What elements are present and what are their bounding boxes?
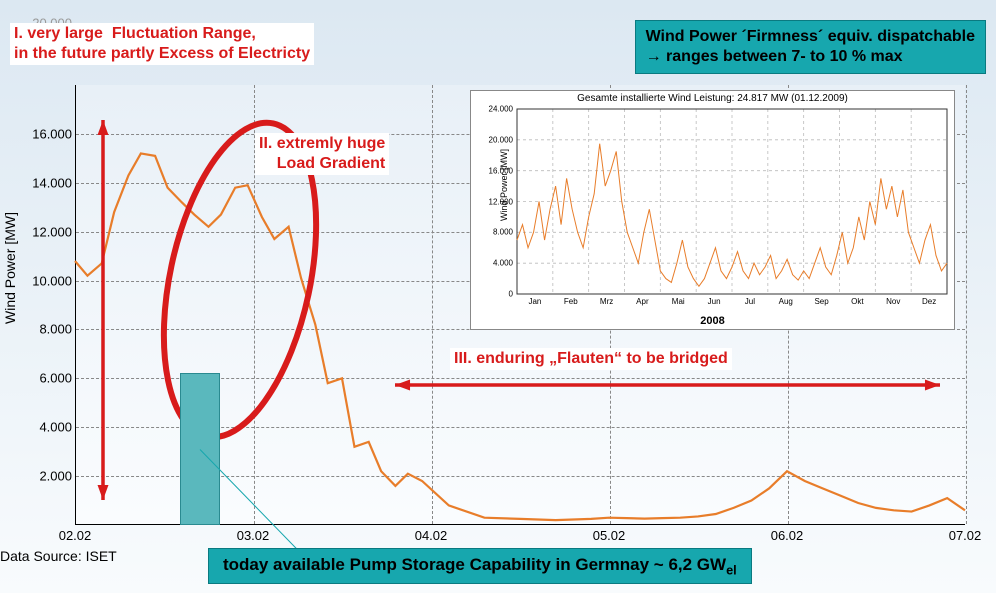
x-tick-label: 03.02 [237, 528, 270, 543]
firmness-banner: Wind Power ´Firmness´ equiv. dispatchabl… [635, 20, 986, 74]
inset-x-tick: Sep [814, 297, 828, 306]
inset-y-tick: 24.000 [481, 105, 513, 114]
inset-y-tick: 4.000 [481, 259, 513, 268]
y-tick-label: 16.000 [32, 126, 72, 141]
inset-chart-svg [471, 91, 956, 331]
y-tick-label: 10.000 [32, 273, 72, 288]
x-tick-label: 06.02 [771, 528, 804, 543]
inset-x-tick: Mai [672, 297, 685, 306]
inset-x-tick: Feb [564, 297, 578, 306]
annotation-3: III. enduring „Flauten“ to be bridged [450, 348, 732, 370]
inset-x-tick: Jul [745, 297, 755, 306]
x-tick-label: 05.02 [593, 528, 626, 543]
x-tick-label: 07.02 [949, 528, 982, 543]
inset-y-tick: 16.000 [481, 166, 513, 175]
inset-y-tick: 20.000 [481, 135, 513, 144]
y-tick-label: 12.000 [32, 224, 72, 239]
inset-chart: Gesamte installierte Wind Leistung: 24.8… [470, 90, 955, 330]
inset-x-tick: Jun [708, 297, 721, 306]
inset-y-tick: 12.000 [481, 197, 513, 206]
data-source-label: Data Source: ISET [0, 548, 117, 564]
y-tick-label: 4.000 [39, 420, 72, 435]
y-axis-label: Wind Power [MW] [2, 212, 18, 324]
y-tick-label: 14.000 [32, 175, 72, 190]
x-tick-label: 02.02 [59, 528, 92, 543]
inset-x-tick: Okt [851, 297, 863, 306]
inset-x-tick: Jan [528, 297, 541, 306]
inset-x-tick: Mrz [600, 297, 613, 306]
inset-y-tick: 0 [481, 290, 513, 299]
inset-x-tick: Dez [922, 297, 936, 306]
y-tick-label: 2.000 [39, 469, 72, 484]
inset-x-tick: Apr [636, 297, 648, 306]
inset-x-tick: Aug [779, 297, 793, 306]
inset-x-tick: Nov [886, 297, 900, 306]
y-tick-label: 6.000 [39, 371, 72, 386]
annotation-1: I. very large Fluctuation Range, in the … [10, 23, 314, 65]
pump-storage-banner: today available Pump Storage Capability … [208, 548, 752, 584]
x-tick-label: 04.02 [415, 528, 448, 543]
y-tick-label: 8.000 [39, 322, 72, 337]
inset-y-tick: 8.000 [481, 228, 513, 237]
annotation-2: II. extremly huge Load Gradient [255, 133, 389, 175]
